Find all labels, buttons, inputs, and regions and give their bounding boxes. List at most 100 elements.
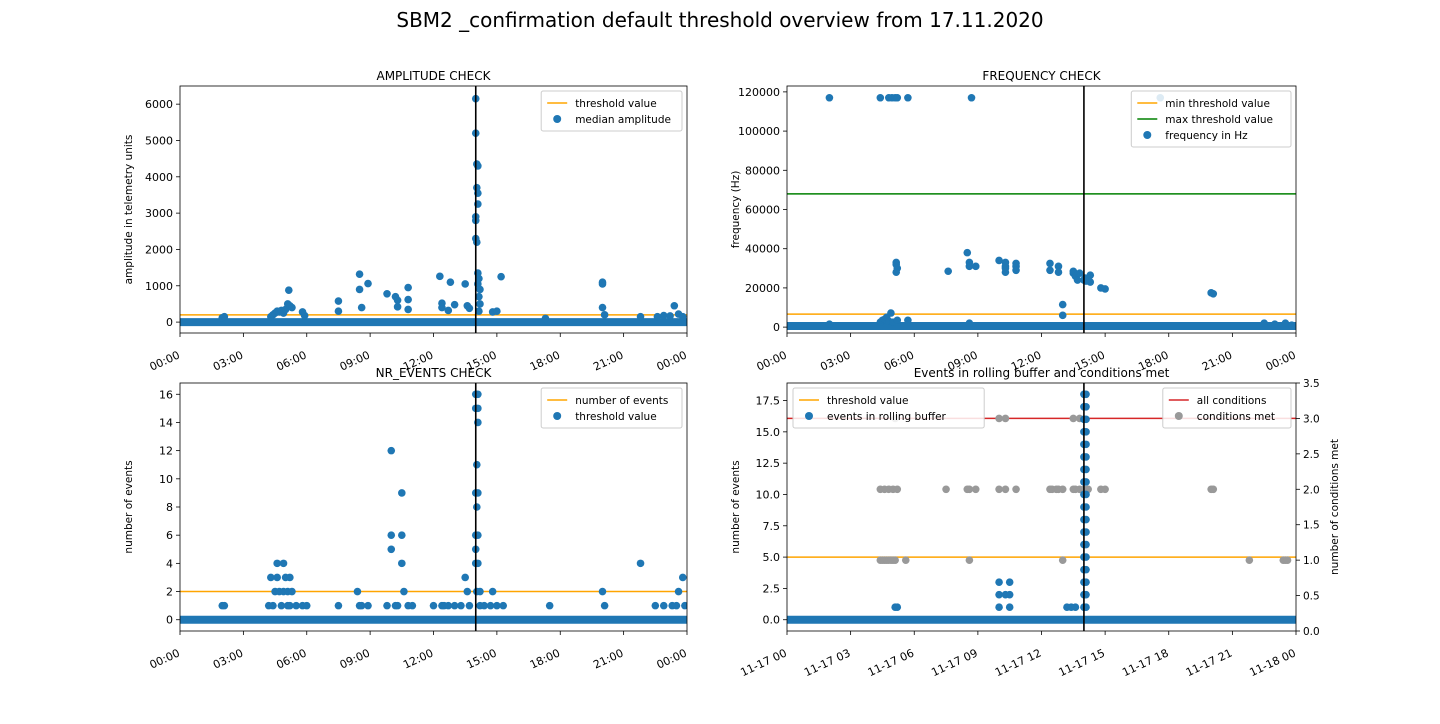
data-point bbox=[383, 601, 391, 610]
subplot-3: NR_EVENTS CHECK number of events 0 2 4 6 8 10 12… bbox=[123, 366, 689, 672]
data-point bbox=[995, 256, 1003, 265]
y-tick-label-right: 3.0 bbox=[1303, 413, 1320, 425]
data-point bbox=[357, 601, 366, 610]
data-point bbox=[995, 578, 1003, 586]
data-point bbox=[904, 93, 912, 102]
data-point bbox=[473, 238, 481, 246]
y-tick-label: 14 bbox=[159, 416, 173, 429]
conditions-met-point bbox=[942, 485, 950, 494]
legend-label: min threshold value bbox=[1165, 98, 1270, 110]
data-point bbox=[404, 295, 412, 304]
conditions-met-point bbox=[965, 556, 974, 564]
data-point bbox=[408, 601, 417, 610]
data-point bbox=[893, 93, 902, 102]
data-point bbox=[355, 270, 364, 278]
data-point bbox=[475, 307, 483, 316]
x-tick-label: 12:00 bbox=[401, 646, 435, 671]
legend-label: all conditions bbox=[1197, 395, 1267, 407]
axes-frame bbox=[786, 382, 1297, 632]
data-point bbox=[444, 601, 453, 610]
y-tick-label: 8 bbox=[166, 501, 173, 514]
data-point bbox=[1101, 285, 1109, 293]
data-point bbox=[357, 303, 366, 312]
data-point bbox=[893, 316, 902, 325]
conditions-met-point bbox=[891, 556, 899, 564]
data-point bbox=[672, 601, 681, 610]
legend-box bbox=[540, 387, 683, 429]
data-point bbox=[965, 262, 974, 271]
x-tick-label: 00:00 bbox=[1264, 348, 1298, 373]
legend-point-marker bbox=[553, 115, 562, 123]
y-tick-label: 6000 bbox=[145, 98, 173, 111]
data-point bbox=[1260, 319, 1268, 327]
data-point bbox=[904, 316, 912, 325]
data-point bbox=[1071, 603, 1080, 612]
legend-box bbox=[792, 387, 985, 429]
x-tick-label: 11-17 21 bbox=[1184, 646, 1234, 679]
data-point bbox=[457, 601, 465, 610]
data-point bbox=[681, 601, 687, 610]
data-point bbox=[302, 601, 311, 610]
data-point bbox=[286, 573, 294, 582]
y-tick-label: 6 bbox=[166, 529, 173, 542]
data-point bbox=[404, 305, 412, 314]
conditions-met-point bbox=[1001, 414, 1010, 423]
data-point bbox=[887, 309, 895, 317]
x-tick-label: 03:00 bbox=[211, 646, 245, 671]
data-point bbox=[971, 262, 980, 271]
data-point bbox=[666, 312, 674, 320]
x-tick-label: 11-17 09 bbox=[929, 646, 979, 679]
data-point bbox=[461, 573, 469, 582]
legend-label: threshold value bbox=[575, 98, 656, 110]
data-point bbox=[463, 587, 472, 596]
data-point bbox=[963, 248, 972, 257]
data-point bbox=[967, 93, 976, 102]
data-point bbox=[334, 297, 343, 305]
y-tick-label: 10.0 bbox=[756, 488, 781, 501]
data-point bbox=[995, 590, 1003, 599]
y-tick-label: 0.0 bbox=[763, 614, 781, 627]
legend-label: number of events bbox=[575, 395, 668, 407]
data-point bbox=[493, 307, 501, 316]
x-tick-label: 11-17 12 bbox=[993, 646, 1043, 679]
x-tick-label: 21:00 bbox=[1200, 348, 1234, 373]
axes-frame bbox=[179, 382, 688, 632]
y-tick-label: 3000 bbox=[145, 207, 173, 220]
x-tick-label: 00:00 bbox=[148, 646, 182, 671]
data-point bbox=[277, 601, 286, 610]
y-tick-label: 15.0 bbox=[756, 426, 781, 439]
data-point bbox=[355, 285, 364, 294]
y-tick-label: 80000 bbox=[745, 164, 780, 177]
data-point bbox=[600, 311, 609, 319]
data-point bbox=[1001, 268, 1010, 277]
data-point bbox=[267, 573, 275, 582]
data-point bbox=[636, 312, 645, 321]
data-point bbox=[286, 601, 294, 610]
data-point bbox=[465, 601, 474, 610]
data-point bbox=[473, 460, 481, 469]
data-point bbox=[393, 601, 402, 610]
data-layer bbox=[787, 93, 1296, 330]
data-point bbox=[1012, 266, 1020, 275]
conditions-met-point bbox=[1012, 485, 1020, 494]
data-point bbox=[545, 601, 554, 610]
y-tick-label: 4 bbox=[166, 557, 173, 570]
data-point bbox=[364, 601, 372, 610]
data-point bbox=[288, 303, 296, 312]
data-point bbox=[475, 292, 483, 301]
x-tick-label: 15:00 bbox=[464, 646, 498, 671]
axes-frame bbox=[786, 85, 1297, 334]
data-point bbox=[598, 587, 607, 596]
y-tick-label: 7.5 bbox=[763, 520, 781, 533]
conditions-met-point bbox=[971, 485, 980, 494]
data-point bbox=[398, 559, 406, 568]
data-point bbox=[488, 587, 497, 596]
x-tick-label: 21:00 bbox=[591, 646, 625, 671]
data-point bbox=[600, 601, 609, 610]
data-point bbox=[387, 446, 396, 455]
conditions-met-point bbox=[995, 414, 1003, 423]
data-point bbox=[473, 503, 481, 511]
data-point bbox=[1054, 262, 1063, 271]
conditions-met-point bbox=[1245, 556, 1254, 564]
conditions-met-point bbox=[965, 485, 974, 494]
